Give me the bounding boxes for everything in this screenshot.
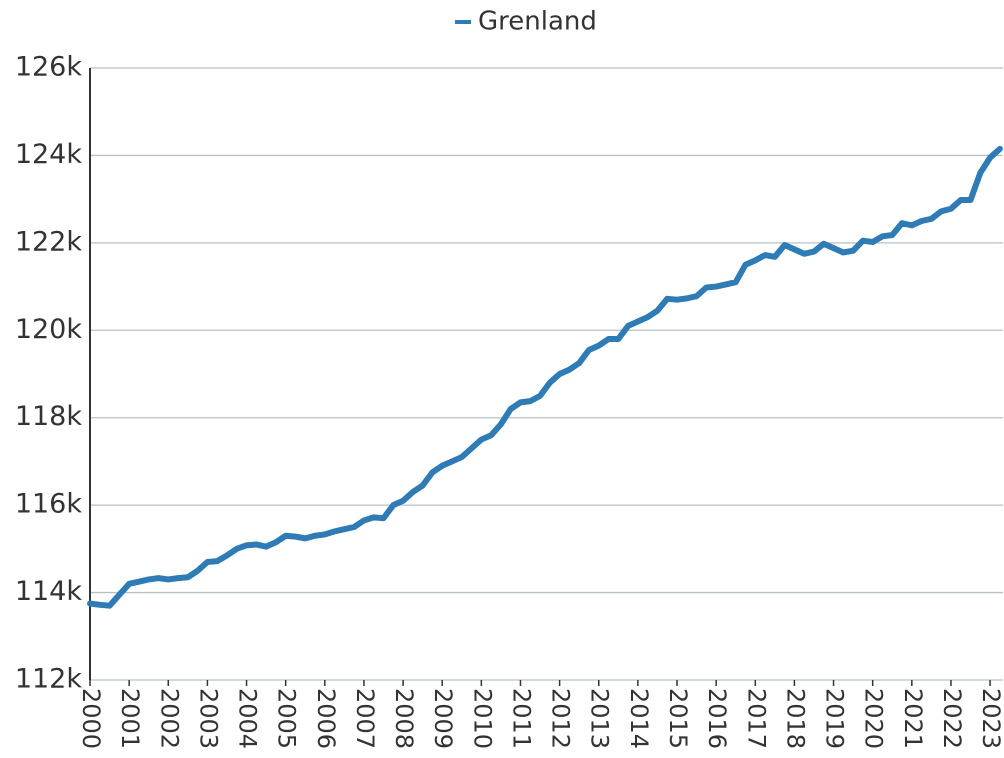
x-tick-label: 2013 xyxy=(586,688,614,749)
x-tick-label: 2000 xyxy=(77,688,105,749)
y-tick-label: 124k xyxy=(15,139,83,170)
x-tick-label: 2003 xyxy=(194,688,222,749)
y-tick-label: 116k xyxy=(15,489,83,520)
x-tick-label: 2016 xyxy=(703,688,731,749)
y-tick-label: 120k xyxy=(15,314,83,345)
x-tick-label: 2021 xyxy=(899,688,927,749)
line-series xyxy=(87,145,1003,609)
x-tick-label: 2004 xyxy=(234,688,262,749)
x-tick-label: 2005 xyxy=(273,688,301,749)
x-tick-label: 2011 xyxy=(507,688,535,749)
y-tick-label: 114k xyxy=(15,576,83,607)
x-tick-label: 2020 xyxy=(860,688,888,749)
x-tick-label: 2001 xyxy=(116,688,144,749)
x-tick-label: 2019 xyxy=(821,688,849,749)
x-tick-label: 2017 xyxy=(742,688,770,749)
x-tick-label: 2009 xyxy=(429,688,457,749)
x-tick-label: 2008 xyxy=(390,688,418,749)
x-tick-label: 2010 xyxy=(468,688,496,749)
y-tick-label: 126k xyxy=(15,52,83,83)
y-tick-label: 122k xyxy=(15,226,83,257)
y-tick-label: 118k xyxy=(15,401,83,432)
x-tick-label: 2018 xyxy=(781,688,809,749)
legend-label: Grenland xyxy=(478,7,597,37)
x-tick-label: 2015 xyxy=(664,688,692,749)
x-tick-label: 2014 xyxy=(625,688,653,749)
x-tick-label: 2002 xyxy=(155,688,183,749)
x-tick-label: 2012 xyxy=(547,688,575,749)
x-tick-label: 2006 xyxy=(312,688,340,749)
x-tick-label: 2023 xyxy=(977,688,1004,749)
x-tick-label: 2022 xyxy=(938,688,966,749)
x-tick-label: 2007 xyxy=(351,688,379,749)
y-tick-label: 112k xyxy=(15,664,83,695)
